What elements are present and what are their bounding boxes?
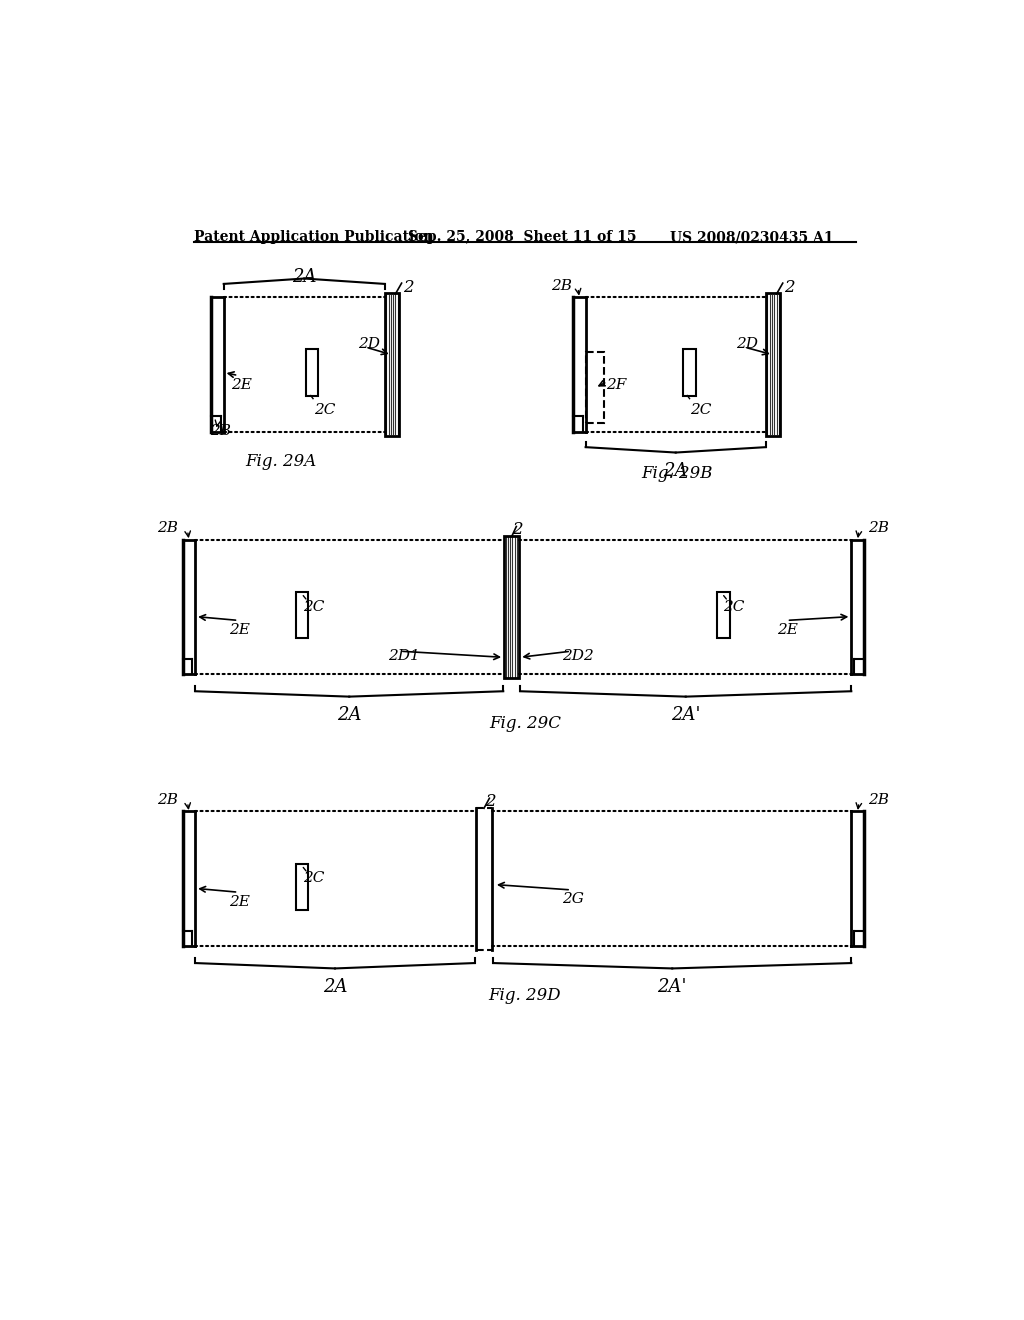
Text: Fig. 29C: Fig. 29C [488, 715, 561, 733]
Text: Patent Application Publication: Patent Application Publication [194, 230, 433, 244]
Text: 2E: 2E [777, 623, 799, 636]
Text: 2C: 2C [303, 871, 325, 886]
Text: 2: 2 [512, 521, 522, 539]
Bar [296, 863, 308, 909]
Text: 2E: 2E [229, 895, 250, 908]
Text: 2D: 2D [736, 337, 759, 351]
Text: 2B: 2B [551, 279, 571, 293]
Text: 2E: 2E [230, 378, 252, 392]
Text: Fig. 29B: Fig. 29B [641, 465, 713, 482]
Text: 2G: 2G [562, 892, 584, 907]
Text: 2E: 2E [229, 623, 250, 636]
Text: 2: 2 [484, 793, 496, 810]
Text: 2A: 2A [664, 462, 688, 479]
Text: 2C: 2C [313, 404, 335, 417]
Text: 2: 2 [784, 279, 795, 296]
Text: 2B: 2B [868, 793, 889, 807]
Text: 2B: 2B [210, 424, 230, 438]
Bar [385, 293, 398, 436]
Text: 2B: 2B [158, 793, 178, 807]
Text: US 2008/0230435 A1: US 2008/0230435 A1 [670, 230, 834, 244]
Text: 2D1: 2D1 [388, 649, 420, 663]
Text: Fig. 29D: Fig. 29D [488, 987, 561, 1005]
Bar [296, 591, 308, 638]
Bar [306, 350, 318, 396]
Text: 2C: 2C [690, 404, 712, 417]
Bar [683, 350, 695, 396]
Text: 2D2: 2D2 [562, 649, 594, 663]
Text: 2D: 2D [357, 337, 380, 351]
Text: 2: 2 [403, 279, 414, 296]
Text: Sep. 25, 2008  Sheet 11 of 15: Sep. 25, 2008 Sheet 11 of 15 [408, 230, 636, 244]
Text: 2F: 2F [605, 378, 626, 392]
Text: 2B: 2B [868, 521, 889, 535]
Text: 2A: 2A [292, 268, 316, 285]
Text: 2A': 2A' [671, 706, 700, 723]
Bar [504, 536, 519, 678]
Text: 2C: 2C [303, 599, 325, 614]
Bar [717, 591, 730, 638]
Text: 2A: 2A [337, 706, 361, 723]
Bar [586, 352, 604, 424]
Text: 2A: 2A [324, 978, 347, 995]
Text: 2C: 2C [724, 599, 744, 614]
Bar [766, 293, 779, 436]
Text: Fig. 29A: Fig. 29A [245, 453, 316, 470]
Text: 2A': 2A' [657, 978, 687, 995]
Text: 2B: 2B [158, 521, 178, 535]
